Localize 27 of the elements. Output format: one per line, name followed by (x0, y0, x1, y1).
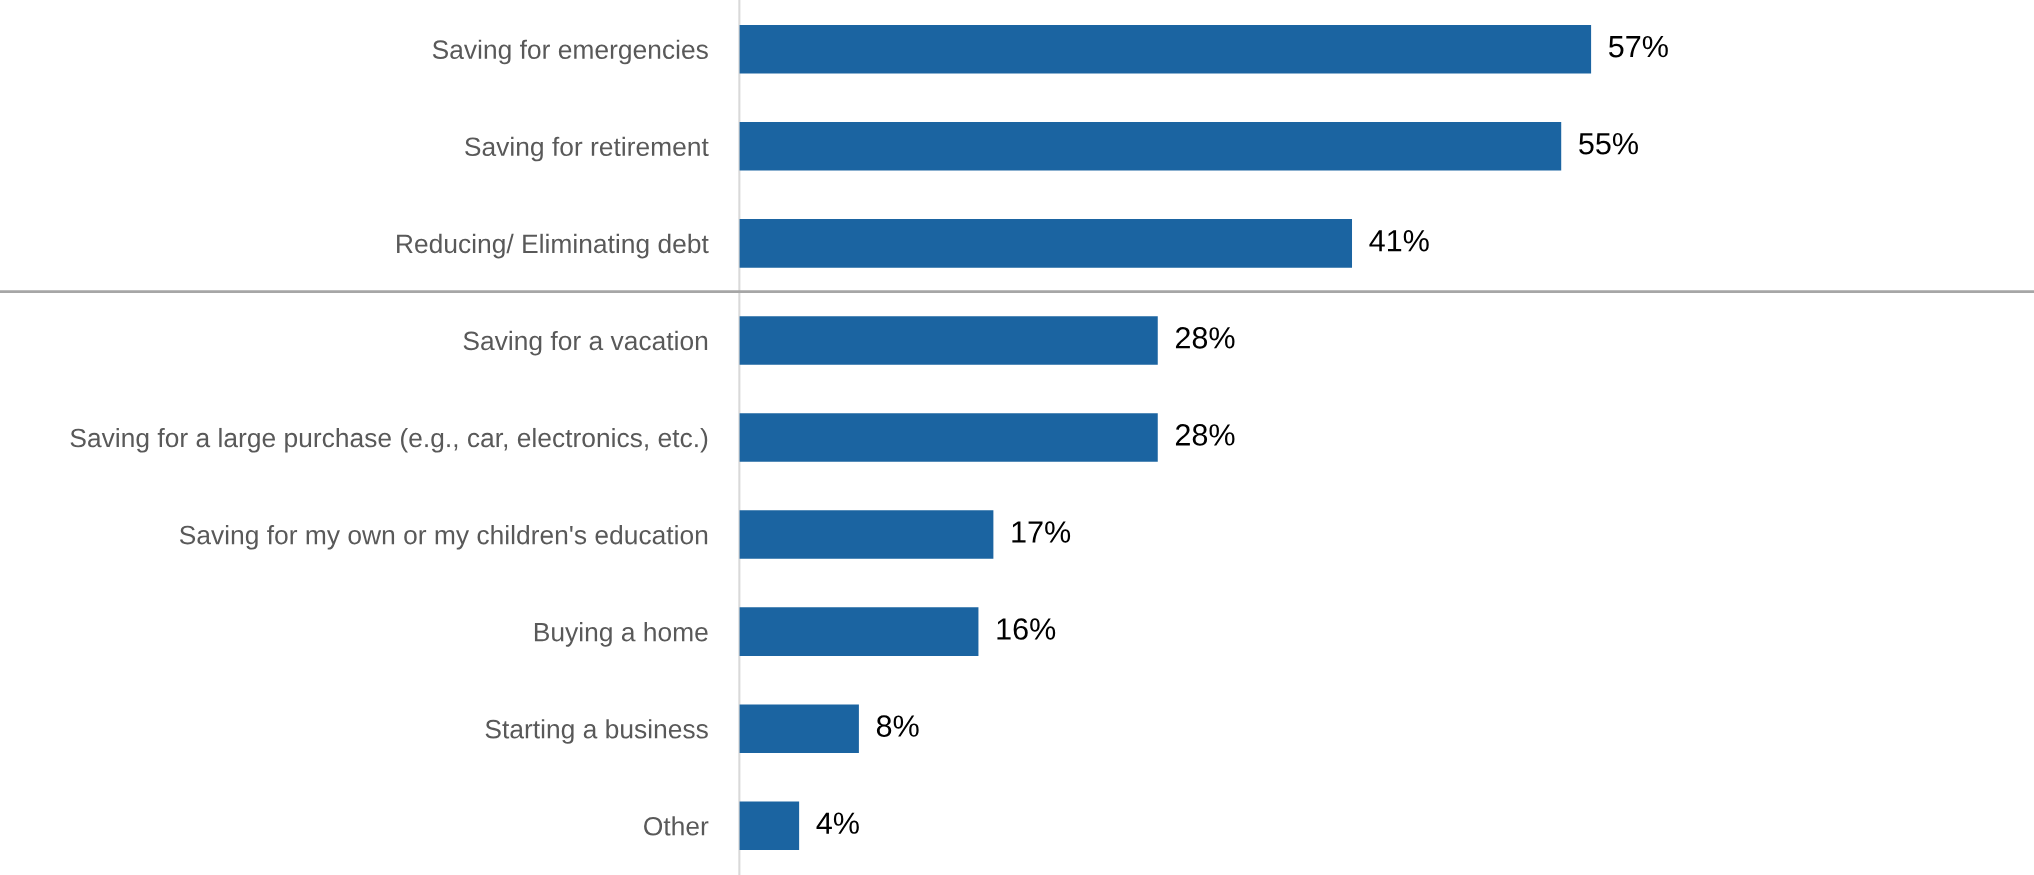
bar (739, 704, 859, 753)
data-label: 57% (1608, 35, 1668, 58)
y-tick-label: Saving for a large purchase (e.g., car, electronics, etc.) (70, 427, 708, 453)
bar (739, 122, 1562, 171)
bar (739, 413, 1158, 462)
data-label: 17% (1012, 521, 1071, 543)
data-label: 16% (997, 618, 1056, 640)
y-tick-label: Reducing/ Eliminating debt (397, 233, 709, 259)
data-label: 4% (816, 812, 859, 834)
data-label: 55% (1579, 132, 1638, 155)
bar (739, 219, 1353, 268)
bar (739, 801, 800, 851)
y-tick-label: Starting a business (485, 719, 708, 744)
y-tick-label: Saving for emergencies (432, 39, 708, 65)
y-tick-label: Saving for retirement (465, 136, 709, 162)
y-tick-label: Buying a home (534, 622, 708, 647)
bar (739, 510, 994, 559)
bar (739, 607, 979, 656)
y-tick-label: Saving for a vacation (463, 330, 708, 356)
data-label: 8% (876, 715, 919, 737)
bar (739, 24, 1592, 74)
bar (739, 316, 1158, 365)
y-tick-label: Saving for my own or my children's education (179, 525, 708, 550)
data-label: 41% (1369, 230, 1429, 252)
y-tick-label: Other (644, 816, 709, 836)
data-label: 28% (1175, 424, 1235, 446)
data-label: 28% (1175, 326, 1235, 349)
